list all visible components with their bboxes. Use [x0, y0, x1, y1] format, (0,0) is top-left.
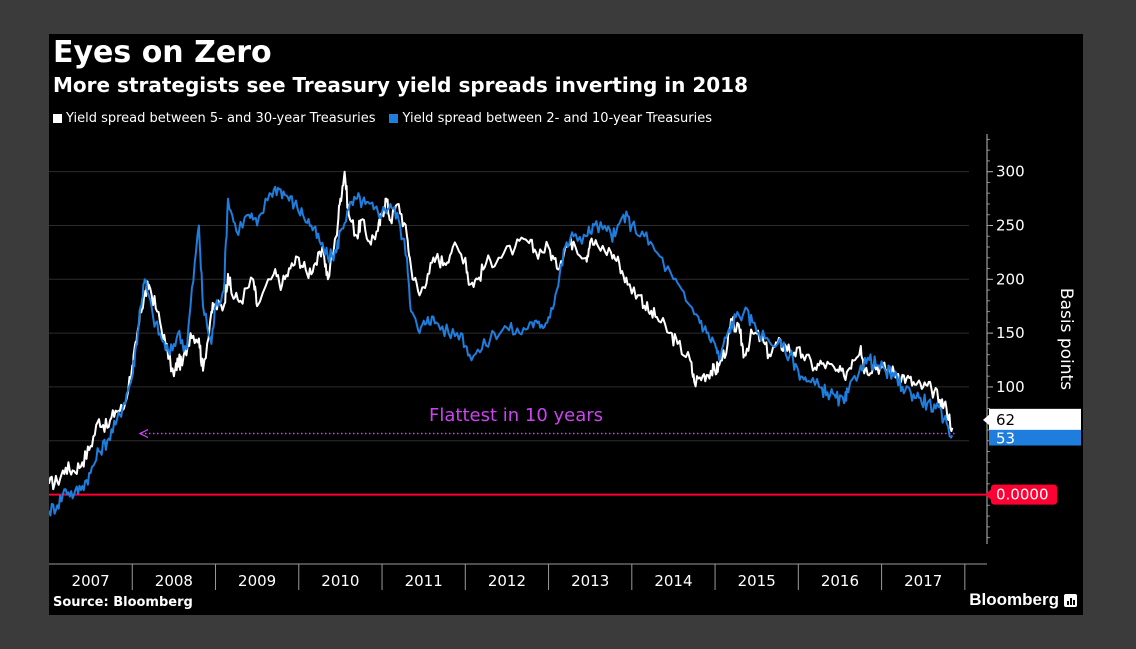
end-label-box-2-10: [989, 428, 1081, 446]
x-tick-label: 2012: [488, 572, 526, 590]
series-line-2-10: [49, 185, 954, 517]
x-tick-label: 2008: [155, 572, 193, 590]
brand-logo: Bloomberg: [969, 590, 1077, 610]
legend-label-5-30: Yield spread between 5- and 30-year Trea…: [66, 111, 376, 126]
chart-subtitle: More strategists see Treasury yield spre…: [53, 73, 748, 97]
legend-label-2-10: Yield spread between 2- and 10-year Trea…: [402, 111, 712, 126]
x-tick-label: 2017: [904, 572, 942, 590]
x-tick-label: 2013: [571, 572, 609, 590]
legend: Yield spread between 5- and 30-year Trea…: [53, 111, 712, 126]
y-tick-label: 250: [996, 216, 1025, 234]
y-tick-label: 150: [996, 324, 1025, 342]
series-line-5-30: [49, 170, 954, 491]
brand-name: Bloomberg: [969, 590, 1059, 609]
annotation-label: Flattest in 10 years: [429, 405, 603, 426]
legend-swatch-2-10: [389, 114, 399, 123]
end-label-5-30: 62: [996, 411, 1015, 429]
annotation-arrowhead: [138, 428, 149, 439]
chart-frame: 100 150 200 250 300 Basis points 2007 2008 2009 2…: [49, 34, 1083, 615]
y-tick-label: 200: [996, 270, 1025, 288]
line-chart: 100 150 200 250 300 Basis points 2007 2008 2009 2…: [49, 134, 1081, 590]
y-axis-label: Basis points: [1056, 288, 1076, 390]
x-tick-label: 2016: [821, 572, 859, 590]
source-note: Source: Bloomberg: [53, 595, 193, 610]
zero-label-pointer: [985, 488, 992, 501]
x-tick-label: 2009: [238, 572, 276, 590]
legend-item-5-30: Yield spread between 5- and 30-year Trea…: [53, 111, 375, 126]
x-tick-label: 2015: [738, 572, 776, 590]
legend-swatch-5-30: [53, 114, 62, 123]
end-label-box-5-30: [989, 408, 1081, 430]
zero-label: 0.0000: [996, 486, 1049, 504]
terminal-icon: [1064, 593, 1077, 607]
y-tick-label: 300: [996, 163, 1025, 181]
end-label-pointer-5-30: [983, 413, 990, 426]
x-tick-label: 2014: [654, 572, 692, 590]
chart-title: Eyes on Zero: [53, 35, 272, 70]
x-tick-label: 2010: [321, 572, 359, 590]
x-tick-label: 2011: [405, 572, 443, 590]
y-tick-label: 100: [996, 378, 1025, 396]
x-tick-label: 2007: [72, 572, 110, 590]
zero-label-box: [991, 484, 1057, 505]
end-label-2-10: 53: [996, 430, 1015, 448]
legend-item-2-10: Yield spread between 2- and 10-year Trea…: [389, 111, 712, 126]
